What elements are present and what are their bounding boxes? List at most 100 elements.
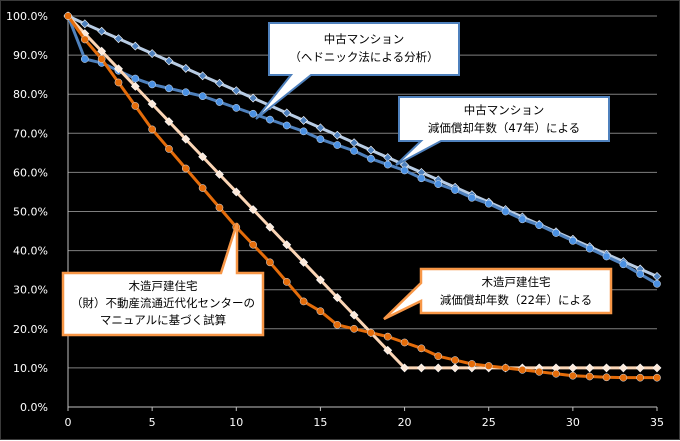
data-point-wood_statutory_22y: [114, 64, 123, 74]
data-point-wood_statutory_22y: [400, 363, 409, 373]
data-point-wood_statutory_22y: [383, 345, 393, 355]
data-point-wood_manual: [451, 356, 459, 364]
data-point-apt_hedonic: [97, 26, 107, 36]
x-tick-label: 20: [398, 416, 412, 429]
data-point-wood_manual: [518, 366, 527, 374]
callout-apt-statutory-box: [395, 96, 610, 166]
data-point-wood_manual: [148, 125, 156, 134]
data-point-wood_manual: [266, 258, 274, 267]
data-point-wood_statutory_22y: [433, 363, 443, 373]
data-point-wood_manual: [114, 78, 123, 87]
data-point-wood_statutory_22y: [231, 187, 241, 197]
data-point-apt_statutory_47y: [299, 127, 308, 136]
data-point-wood_manual: [165, 145, 173, 153]
data-point-wood_manual: [602, 373, 611, 382]
data-point-apt_statutory_47y: [518, 215, 527, 224]
x-tick-label: 15: [313, 416, 327, 429]
data-point-apt_statutory_47y: [282, 121, 291, 130]
data-point-wood_manual: [350, 324, 358, 333]
data-point-apt_statutory_47y: [367, 154, 375, 163]
data-point-wood_manual: [569, 371, 577, 380]
data-point-wood_manual: [653, 373, 661, 382]
callout-apt-statutory-line2: 減価償却年数（47年）による: [428, 121, 580, 135]
data-point-wood_manual: [619, 373, 628, 382]
data-point-apt_hedonic: [299, 115, 309, 125]
data-point-apt_statutory_47y: [619, 260, 628, 269]
data-point-apt_statutory_47y: [636, 270, 645, 278]
data-point-apt_statutory_47y: [165, 84, 173, 93]
y-tick-label: 0.0%: [20, 401, 48, 414]
data-point-apt_statutory_47y: [249, 109, 257, 118]
data-point-wood_manual: [282, 278, 291, 286]
data-point-wood_manual: [249, 240, 257, 249]
data-point-wood_statutory_22y: [635, 363, 645, 373]
data-point-wood_manual: [400, 338, 409, 347]
data-point-apt_statutory_47y: [400, 166, 409, 175]
y-tick-label: 50.0%: [13, 206, 48, 219]
data-point-wood_statutory_22y: [248, 205, 258, 214]
data-point-wood_statutory_22y: [198, 152, 208, 162]
series-wood_manual: [64, 12, 661, 382]
callout-wood-statutory-line2: 減価償却年数（22年）による: [440, 293, 592, 307]
data-point-wood_manual: [333, 321, 342, 329]
data-point-wood_manual: [501, 364, 510, 372]
data-point-wood_statutory_22y: [618, 363, 628, 373]
data-point-wood_manual: [417, 344, 426, 353]
data-point-apt_statutory_47y: [232, 104, 241, 112]
y-tick-label: 90.0%: [13, 49, 48, 62]
callout-apt-statutory: 中古マンション 減価償却年数（47年）による: [395, 96, 610, 166]
series-layer: [63, 11, 662, 382]
callout-wood-manual-line3: マニュアルに基づく試算: [100, 313, 226, 327]
y-tick-label: 30.0%: [13, 284, 48, 297]
callout-apt-hedonic-line1: 中古マンション: [324, 32, 405, 46]
data-point-wood_manual: [585, 372, 594, 381]
callout-wood-statutory: 木造戸建住宅 減価償却年数（22年）による: [383, 267, 613, 321]
data-point-apt_statutory_47y: [198, 92, 207, 101]
data-point-wood_manual: [80, 35, 89, 44]
data-point-apt_statutory_47y: [535, 221, 544, 230]
y-tick-label: 80.0%: [13, 88, 48, 101]
y-tick-label: 40.0%: [13, 245, 48, 258]
data-point-wood_statutory_22y: [130, 81, 140, 91]
data-point-wood_statutory_22y: [652, 363, 662, 373]
data-point-wood_statutory_22y: [602, 363, 611, 373]
callout-wood-manual-line1: 木造戸建住宅: [129, 279, 198, 293]
data-point-wood_statutory_22y: [181, 134, 191, 144]
data-point-apt_hedonic: [215, 78, 224, 88]
data-point-apt_hedonic: [164, 56, 174, 66]
callout-wood-statutory-box: [383, 267, 613, 321]
data-point-wood_manual: [97, 55, 106, 63]
data-point-wood_statutory_22y: [416, 363, 426, 373]
data-point-wood_manual: [484, 362, 493, 370]
data-point-wood_manual: [131, 102, 140, 110]
data-point-wood_manual: [383, 332, 392, 341]
data-point-apt_hedonic: [80, 19, 90, 29]
y-axis-ticks: 0.0% 10.0% 20.0% 30.0% 40.0% 50.0% 60.0% 70.0% 8…: [6, 10, 48, 414]
data-point-wood_statutory_22y: [585, 363, 595, 373]
data-point-apt_hedonic: [316, 123, 325, 133]
data-point-wood_statutory_22y: [568, 363, 578, 373]
data-point-wood_manual: [181, 164, 190, 173]
data-point-apt_hedonic: [198, 71, 208, 81]
callout-wood-manual-line2: （財）不動産流通近代化センターの: [71, 296, 255, 310]
data-point-apt_statutory_47y: [585, 244, 594, 253]
x-tick-label: 0: [65, 416, 72, 429]
data-point-apt_hedonic: [248, 93, 258, 103]
callout-wood-statutory-line1: 木造戸建住宅: [482, 275, 551, 289]
callout-apt-hedonic-line2: （ヘドニック法による分析）: [289, 50, 438, 64]
y-tick-label: 60.0%: [13, 166, 48, 179]
data-point-wood_statutory_22y: [349, 310, 359, 320]
data-point-apt_statutory_47y: [417, 174, 426, 183]
data-point-wood_statutory_22y: [450, 363, 460, 373]
data-point-wood_manual: [636, 373, 645, 382]
data-point-apt_hedonic: [349, 138, 359, 148]
callout-wood-manual-box: [61, 222, 265, 337]
data-point-wood_manual: [299, 297, 308, 306]
data-point-apt_hedonic: [282, 108, 292, 118]
data-point-wood_statutory_22y: [215, 169, 224, 179]
data-point-apt_statutory_47y: [569, 236, 577, 245]
x-tick-label: 10: [229, 416, 243, 429]
data-point-wood_statutory_22y: [332, 293, 342, 302]
